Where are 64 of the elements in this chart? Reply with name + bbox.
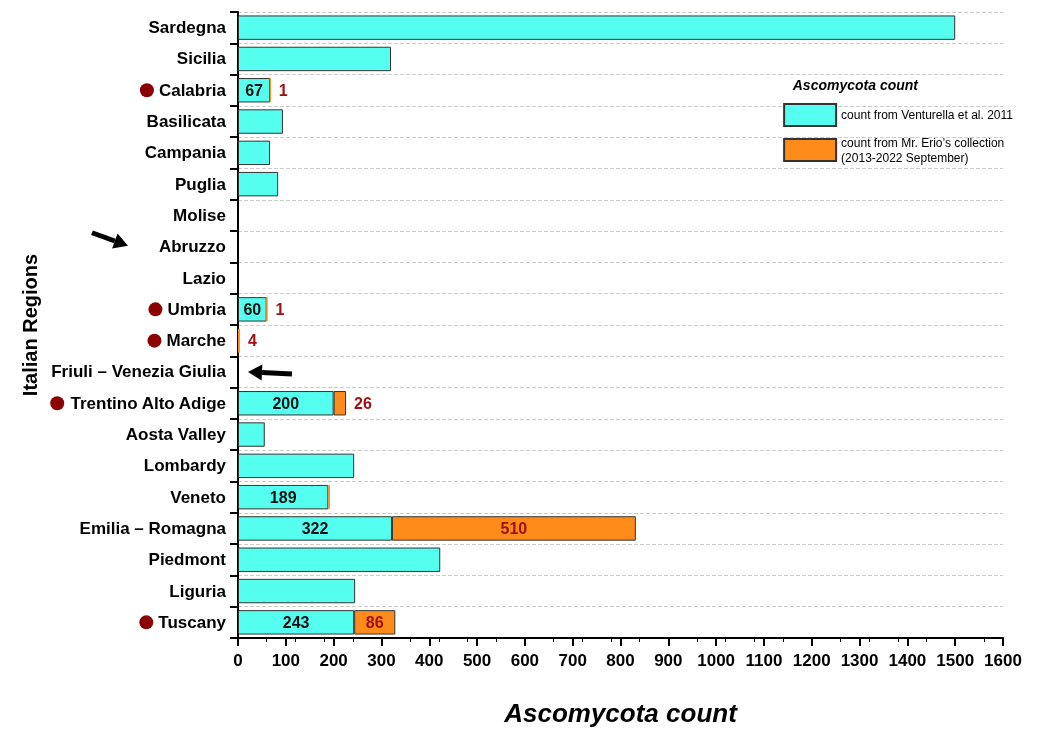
data-label: 4 — [247, 332, 257, 350]
y-tick-label: Lombardy — [143, 456, 227, 476]
data-label: 510 — [500, 519, 528, 537]
x-tick-label: 1100 — [745, 651, 783, 670]
bar — [238, 171, 279, 197]
data-label: 200 — [272, 394, 300, 412]
x-tick-label: 1200 — [792, 651, 831, 670]
bar — [238, 46, 391, 72]
x-tick-label: 900 — [654, 651, 683, 670]
y-tick-label: Friuli – Venezia Giulia — [51, 362, 227, 382]
bar — [238, 453, 355, 479]
y-tick-label: Calabria — [158, 80, 227, 100]
y-tick-label: Trentino Alto Adige — [70, 393, 226, 413]
data-label: 86 — [365, 613, 384, 631]
bar — [238, 109, 283, 134]
data-label: 322 — [301, 519, 329, 537]
x-tick-label: 1400 — [888, 651, 927, 670]
y-tick-label: Molise — [173, 205, 226, 225]
bar — [238, 15, 956, 40]
legend-label: count from Venturella et al. 2011 — [841, 108, 1014, 122]
y-tick-label: Lazio — [182, 268, 226, 288]
legend-label: count from Mr. Erio’s collection (2013-2022 September) — [841, 135, 1005, 165]
y-tick-label: Sardegna — [148, 18, 227, 38]
data-label: 189 — [269, 488, 297, 506]
bar — [238, 578, 356, 604]
x-tick-label: 800 — [606, 651, 635, 670]
y-tick-label: Liguria — [169, 581, 227, 601]
x-axis-title: Ascomycota count — [503, 698, 739, 728]
bar — [238, 484, 329, 510]
y-tick-label: Sicilia — [176, 49, 227, 69]
y-tick-label: Marche — [166, 331, 226, 351]
x-tick-label: 200 — [319, 651, 348, 670]
y-axis-title: Italian Regions — [19, 253, 42, 397]
y-tick-label: Puglia — [174, 174, 227, 194]
x-tick-label: 1300 — [840, 651, 879, 670]
y-tick-label: Campania — [144, 143, 227, 163]
y-tick-label: Aosta Valley — [125, 425, 227, 445]
data-label: 26 — [354, 394, 372, 412]
data-label: 67 — [245, 81, 264, 99]
y-tick-label: Emilia – Romagna — [79, 518, 227, 538]
x-tick-label: 0 — [233, 651, 243, 670]
x-tick-label: 700 — [558, 651, 587, 670]
x-tick-label: 1500 — [936, 651, 975, 670]
x-tick-label: 100 — [271, 651, 300, 670]
y-tick-label: Abruzzo — [158, 237, 226, 257]
y-tick-label: Piedmont — [148, 550, 227, 570]
x-tick-label: 1600 — [984, 651, 1022, 670]
y-tick-label: Tuscany — [158, 612, 227, 632]
x-tick-label: 600 — [510, 651, 540, 670]
data-label: 1 — [275, 300, 285, 318]
x-tick-label: 1000 — [697, 651, 736, 670]
x-tick-label: 300 — [367, 651, 396, 670]
bar — [238, 140, 271, 166]
x-tick-label: 500 — [462, 651, 492, 670]
data-label: 60 — [243, 300, 262, 318]
bar — [238, 422, 265, 447]
y-tick-label: Basilicata — [146, 112, 227, 132]
legend-title: Ascomycota count — [791, 77, 920, 93]
y-tick-label: Umbria — [167, 299, 227, 319]
y-tick-label: Veneto — [170, 487, 226, 507]
data-label: 1 — [278, 81, 288, 99]
data-label: 243 — [282, 613, 310, 631]
bar — [238, 547, 441, 572]
x-tick-label: 400 — [415, 651, 444, 670]
